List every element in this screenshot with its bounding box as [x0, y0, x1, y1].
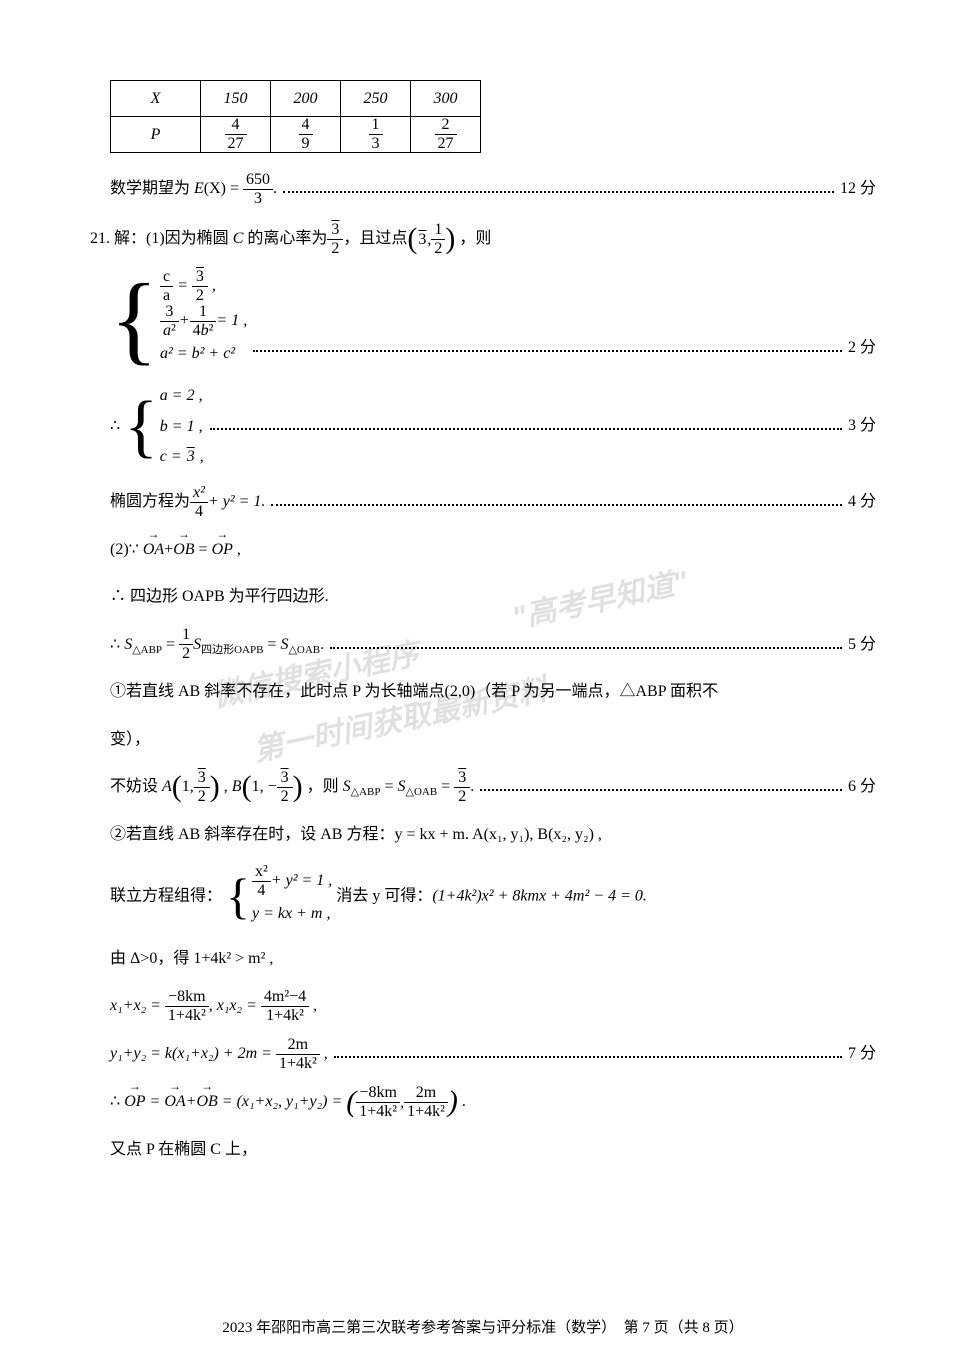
table-header-val: 250: [341, 81, 411, 117]
table-header-val: 300: [411, 81, 481, 117]
table-row: P 427 49 13 227: [111, 117, 481, 153]
system-2: ∴ { a = 2 , b = 1 , c = 3 , 3 分: [90, 381, 876, 472]
area-equality: ∴ S△ABP = 12S四边形OAPB = S△OAB. 5 分: [90, 627, 876, 663]
case1-line-a: ①若直线 AB 斜率不存在，此时点 P 为长轴端点(2,0)（若 P 为另一端点…: [90, 674, 876, 709]
page-footer: 2023 年邵阳市高三第三次联考参考答案与评分标准（数学） 第 7 页（共 8 …: [0, 1316, 966, 1337]
system-1: { ca = 32 , 3a²+14b²= 1 , a² = b² + c² 2…: [90, 269, 876, 369]
q21-intro: 21. 解：(1)因为椭圆 C 的离心率为32，且过点3 , 12 ，则: [90, 221, 876, 257]
op-vector-line: ∴ OP = OA+OB = (x₁+x₂, y₁+y₂) = −8km1+4k…: [90, 1084, 876, 1120]
table-prob-cell: 13: [341, 117, 411, 153]
ellipse-equation: 椭圆方程为x²4+ y² = 1. 4 分: [90, 484, 876, 520]
vieta-x: x₁+x₂ = −8km1+4k², x₁x₂ = 4m²−41+4k² ,: [90, 988, 876, 1024]
delta-line: 由 Δ>0，得 1+4k² > m² ,: [90, 941, 876, 976]
case2-line-b: 联立方程组得： { x²4+ y² = 1 , y = kx + m , 消去 …: [90, 864, 876, 929]
table-row: X 150 200 250 300: [111, 81, 481, 117]
score-badge: 5 分: [848, 627, 876, 662]
table-prob-label: P: [111, 117, 201, 153]
case1-line-b: 变），: [90, 722, 876, 757]
table-header-val: 150: [201, 81, 271, 117]
expectation-line: 数学期望为 E(X) = 6503. 12 分: [90, 171, 876, 207]
table-prob-cell: 427: [201, 117, 271, 153]
part2-vector: (2)∵ OA+OB = OP ,: [90, 532, 876, 567]
parallelogram-line: ∴ 四边形 OAPB 为平行四边形.: [90, 579, 876, 614]
table-header-x: X: [111, 81, 201, 117]
score-badge: 12 分: [840, 171, 876, 206]
table-header-val: 200: [271, 81, 341, 117]
table-prob-cell: 227: [411, 117, 481, 153]
score-badge: 6 分: [848, 769, 876, 804]
probability-table: X 150 200 250 300 P 427 49 13 227: [110, 80, 876, 153]
case2-line-a: ②若直线 AB 斜率存在时，设 AB 方程：y = kx + m. A(x₁, …: [90, 817, 876, 852]
vieta-y: y₁+y₂ = k(x₁+x₂) + 2m = 2m1+4k² , 7 分: [90, 1036, 876, 1072]
score-badge: 7 分: [848, 1036, 876, 1071]
score-badge: 2 分: [848, 330, 876, 365]
score-badge: 3 分: [848, 408, 876, 443]
p-on-ellipse: 又点 P 在椭圆 C 上，: [90, 1132, 876, 1167]
table-prob-cell: 49: [271, 117, 341, 153]
score-badge: 4 分: [848, 484, 876, 519]
case1-line-c: 不妨设 A1, 32 , B1, −32 ，则 S△ABP = S△OAB = …: [90, 769, 876, 805]
